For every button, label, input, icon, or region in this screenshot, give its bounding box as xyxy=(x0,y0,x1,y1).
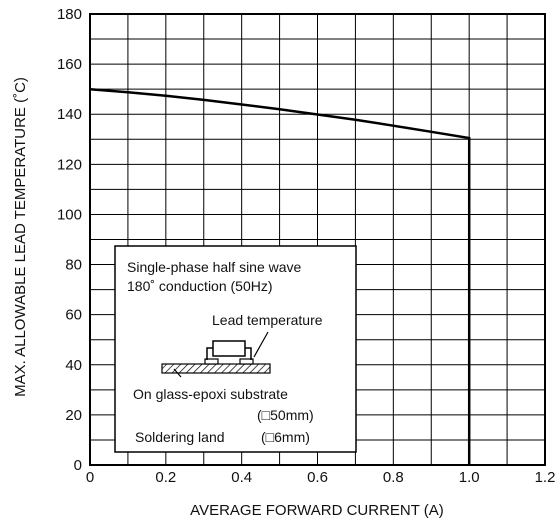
y-tick-label: 120 xyxy=(57,156,82,173)
y-tick-label: 0 xyxy=(74,457,82,474)
substrate-label: On glass-epoxi substrate xyxy=(133,386,288,402)
y-tick-label: 20 xyxy=(65,407,82,424)
device-body xyxy=(212,340,246,357)
soldering-land-label: Soldering land xyxy=(135,429,225,445)
y-tick-label: 40 xyxy=(65,357,82,374)
y-tick-label: 180 xyxy=(57,6,82,23)
x-tick-label: 0.6 xyxy=(307,469,328,486)
x-tick-label: 0.4 xyxy=(231,469,252,486)
y-tick-label: 100 xyxy=(57,206,82,223)
solder-land-right xyxy=(239,358,254,365)
x-tick-label: 1.2 xyxy=(535,469,556,486)
substrate-size: (□50mm) xyxy=(257,407,314,423)
lead-temperature-label: Lead temperature xyxy=(212,312,323,328)
land-size: (□6mm) xyxy=(261,429,310,445)
y-tick-label: 140 xyxy=(57,106,82,123)
x-tick-label: 1.0 xyxy=(459,469,480,486)
y-tick-label: 160 xyxy=(57,56,82,73)
solder-land-left xyxy=(204,358,219,365)
y-tick-label: 80 xyxy=(65,257,82,274)
series-line xyxy=(89,87,471,465)
plot-frame xyxy=(89,13,546,466)
device-illustration xyxy=(161,331,271,378)
substrate xyxy=(161,363,271,374)
x-tick-label: 0 xyxy=(86,469,94,486)
y-tick-label: 60 xyxy=(65,307,82,324)
substrate-pointer xyxy=(173,368,182,378)
lead-right xyxy=(245,347,252,360)
condition-line-1: Single-phase half sine wave xyxy=(127,259,302,275)
lead-temp-pointer xyxy=(253,331,269,358)
y-axis-label: MAX. ALLOWABLE LEAD TEMPERATURE (˚C) xyxy=(12,77,29,397)
lead-left xyxy=(206,347,213,360)
x-tick-label: 0.2 xyxy=(155,469,176,486)
x-tick-label: 0.8 xyxy=(383,469,404,486)
condition-line-2: 180˚ conduction (50Hz) xyxy=(127,278,273,294)
condition-inset: Single-phase half sine wave 180˚ conduct… xyxy=(114,245,357,453)
x-axis-label: AVERAGE FORWARD CURRENT (A) xyxy=(190,502,444,519)
tick-labels: 0 0.2 0.4 0.6 0.8 1.0 1.2 0 20 40 60 80 100 120 140 160… xyxy=(57,6,555,486)
